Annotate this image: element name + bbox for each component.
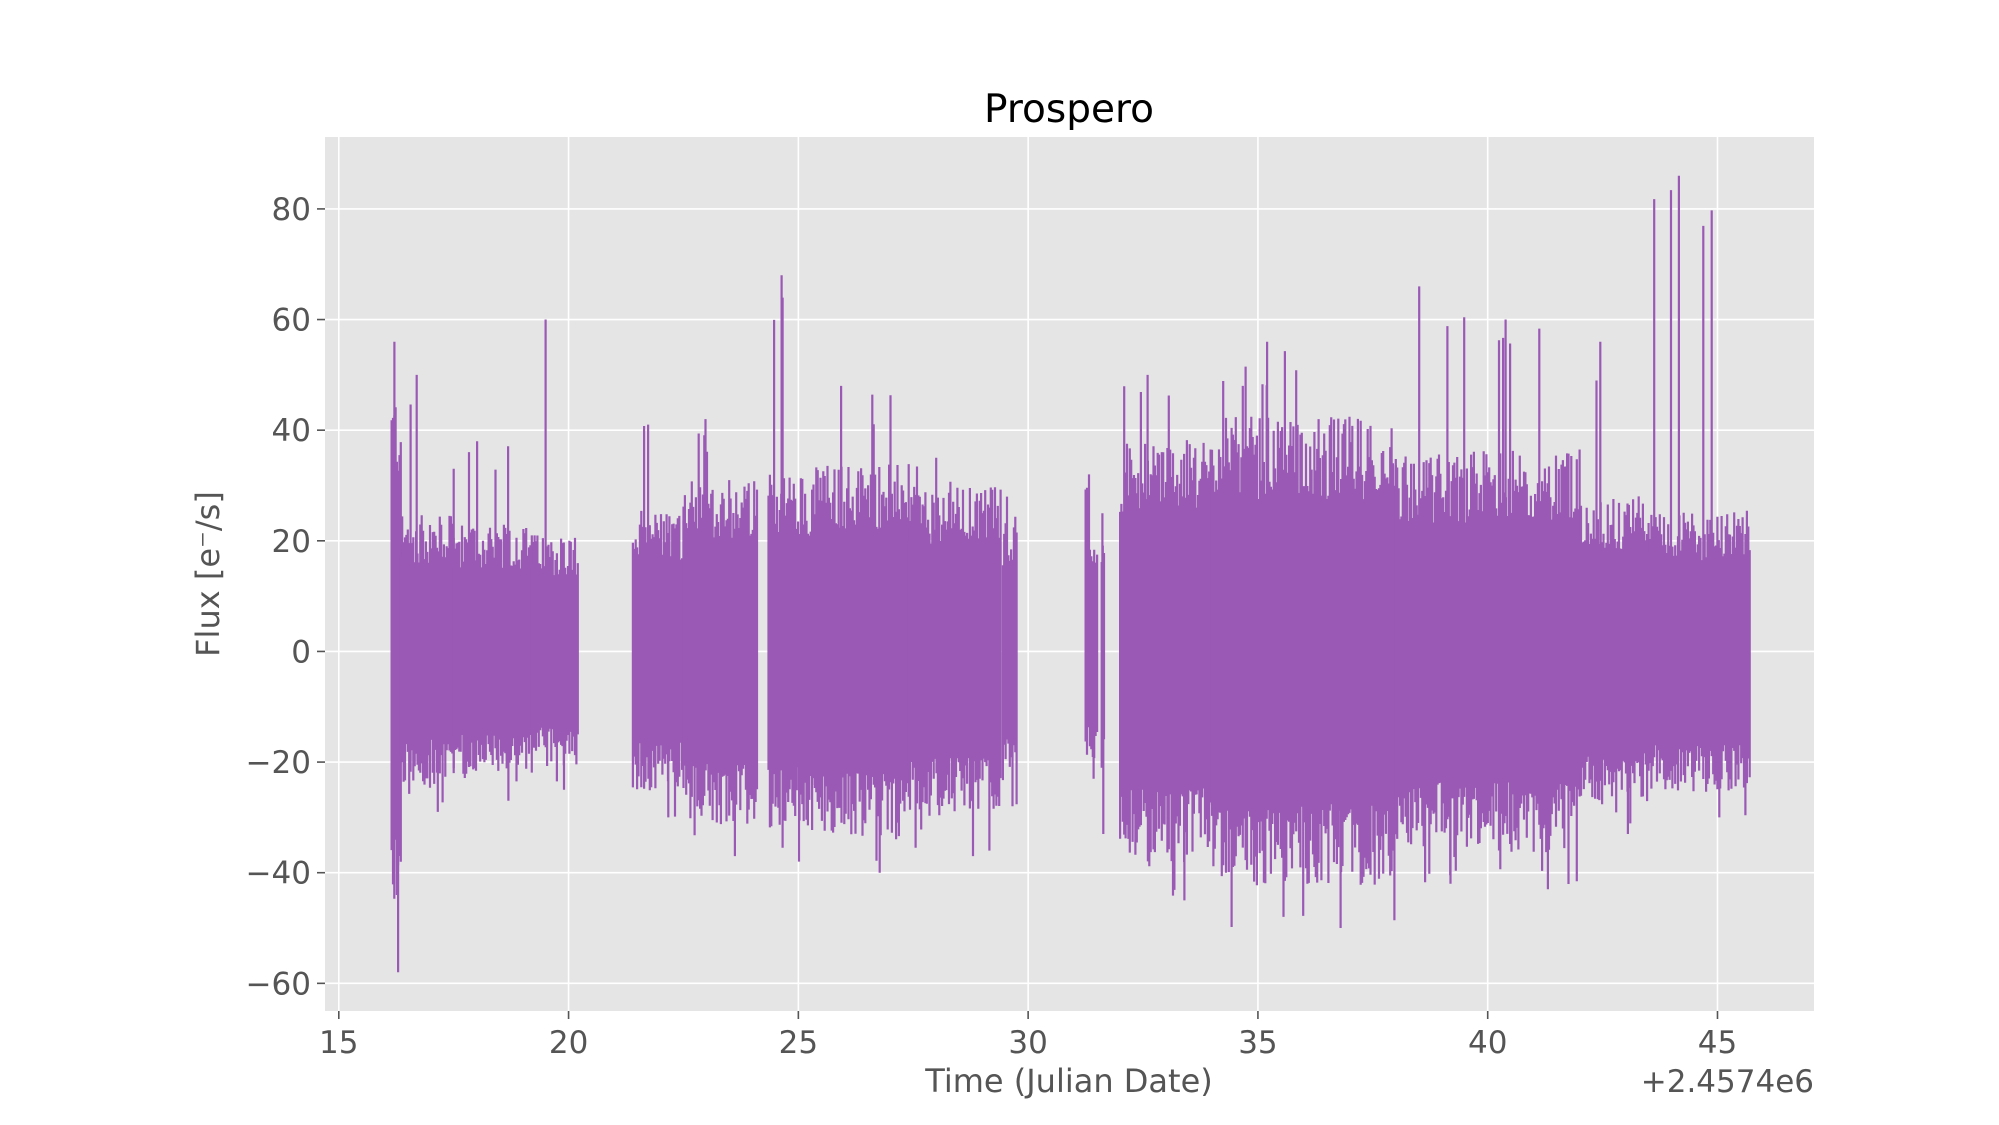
flux-segment (1084, 474, 1099, 779)
flux-segment (1394, 286, 1475, 884)
flux-segment (1210, 341, 1397, 928)
y-tick-label: 80 (272, 192, 311, 228)
flux-segment (631, 424, 685, 818)
y-tick-label: −60 (246, 966, 311, 1002)
x-tick-label: 35 (1238, 1025, 1277, 1061)
flux-segment (452, 441, 533, 801)
x-tick-label: 45 (1698, 1025, 1737, 1061)
flux-segment (530, 319, 579, 790)
y-tick-label: −20 (246, 745, 311, 781)
y-tick-label: 0 (291, 634, 311, 670)
flux-segment (811, 385, 910, 873)
x-tick-label: 25 (779, 1025, 818, 1061)
y-axis: −60 −40 −20 0 20 40 60 80 (246, 192, 325, 1002)
flux-segment (1647, 175, 1751, 818)
y-tick-label: 20 (272, 524, 311, 560)
x-axis-label: Time (Julian Date) (924, 1062, 1213, 1100)
x-tick-label: 30 (1008, 1025, 1047, 1061)
flux-segment (399, 374, 455, 812)
flux-segment (1578, 341, 1650, 834)
flux-segment (1472, 319, 1581, 890)
y-axis-label: Flux [e⁻/s] (189, 491, 227, 657)
y-tick-label: 40 (272, 413, 311, 449)
flux-segment (1119, 374, 1214, 901)
flux-segment (907, 457, 1002, 857)
x-offset-label: +2.4574e6 (1641, 1064, 1814, 1100)
y-tick-label: −40 (246, 856, 311, 892)
flux-segment (1001, 496, 1018, 807)
chart-title: Prospero (984, 87, 1154, 132)
x-tick-label: 20 (549, 1025, 588, 1061)
data-series (390, 175, 1751, 973)
flux-segment (1100, 513, 1106, 834)
x-tick-label: 15 (319, 1025, 358, 1061)
x-axis: 15 20 25 30 35 40 45 (319, 1011, 1737, 1061)
y-tick-label: 60 (272, 303, 311, 339)
flux-segment (767, 275, 814, 862)
flux-segment (682, 419, 759, 857)
x-tick-label: 40 (1468, 1025, 1507, 1061)
